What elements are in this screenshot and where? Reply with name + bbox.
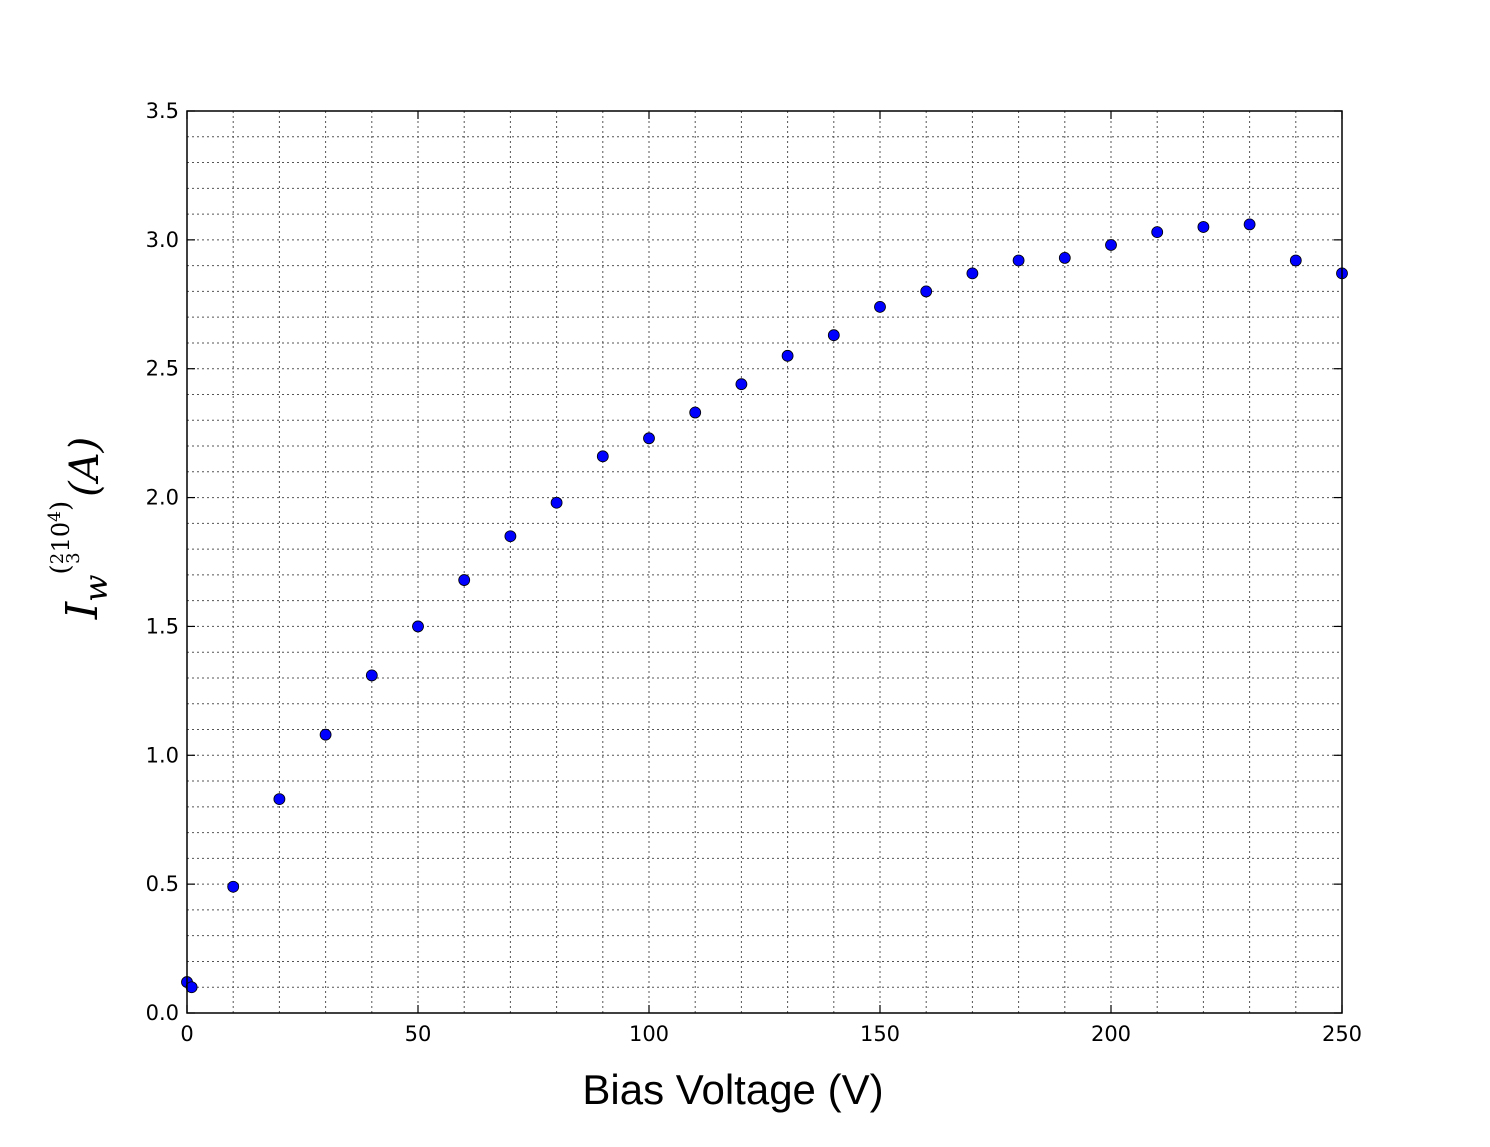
x-axis-ticks: 0 50 100 150 200 250	[180, 111, 1362, 1046]
y-axis-label-unit: (A)	[62, 437, 108, 497]
x-tick-label: 100	[629, 1022, 669, 1046]
y-tick-label: 1.0	[146, 743, 179, 767]
y-tick-label: 0.0	[146, 1001, 179, 1025]
x-tick-label: 250	[1322, 1022, 1362, 1046]
data-point	[273, 793, 286, 805]
data-point	[1197, 221, 1210, 233]
x-tick-label: 200	[1091, 1022, 1131, 1046]
y-axis-label-frac-den: 3	[63, 552, 84, 563]
svg-text:Iw(23104)(A): Iw(23104) (A)	[45, 437, 115, 620]
y-axis-label-frac-num: 2	[47, 553, 68, 564]
data-point	[365, 669, 378, 682]
y-axis-label-symbol: I	[57, 600, 108, 620]
y-tick-label: 2.5	[146, 357, 179, 381]
y-axis-ticks: 0.0 0.5 1.0 1.5 2.0 2.5 3.0 3.5	[146, 99, 1342, 1025]
data-points	[181, 218, 1348, 994]
data-point	[1105, 239, 1117, 251]
y-axis-label-subscript: w	[77, 574, 115, 601]
x-axis-label: Bias Voltage (V)	[582, 1066, 883, 1113]
y-tick-label: 0.5	[146, 872, 179, 896]
x-tick-label: 150	[860, 1022, 900, 1046]
data-point	[185, 981, 198, 994]
y-tick-label: 3.5	[146, 99, 179, 123]
data-point	[735, 378, 748, 391]
grid-lines	[187, 111, 1342, 1013]
data-point	[1151, 226, 1164, 239]
data-point	[643, 432, 655, 445]
data-point	[412, 620, 424, 633]
data-point	[550, 496, 563, 509]
data-point	[827, 329, 840, 342]
y-tick-label: 1.5	[146, 614, 179, 638]
data-point	[1243, 218, 1256, 231]
data-point	[1289, 254, 1302, 267]
y-tick-label: 3.0	[146, 228, 179, 252]
data-point	[781, 349, 794, 362]
data-point	[319, 728, 332, 741]
y-axis-label-power-exp: 4	[45, 511, 65, 522]
data-point	[874, 300, 886, 313]
data-point	[458, 574, 471, 586]
y-tick-label: 2.0	[146, 486, 179, 510]
data-point	[227, 880, 240, 893]
data-point	[596, 450, 609, 463]
data-point	[920, 285, 933, 298]
x-tick-label: 50	[405, 1022, 432, 1046]
y-axis-label-sup-close: )	[46, 501, 76, 511]
data-point	[1058, 251, 1071, 264]
y-axis-label-sup-open: (	[46, 564, 76, 574]
data-point	[504, 530, 517, 543]
plot-frame	[186, 110, 1343, 1014]
y-axis-label-power-base: 10	[47, 522, 75, 553]
data-point	[1012, 254, 1025, 267]
y-axis-label: Iw(23104) (A)	[45, 437, 115, 620]
data-point	[966, 267, 979, 280]
x-tick-label: 0	[180, 1022, 193, 1046]
data-point	[689, 406, 702, 419]
